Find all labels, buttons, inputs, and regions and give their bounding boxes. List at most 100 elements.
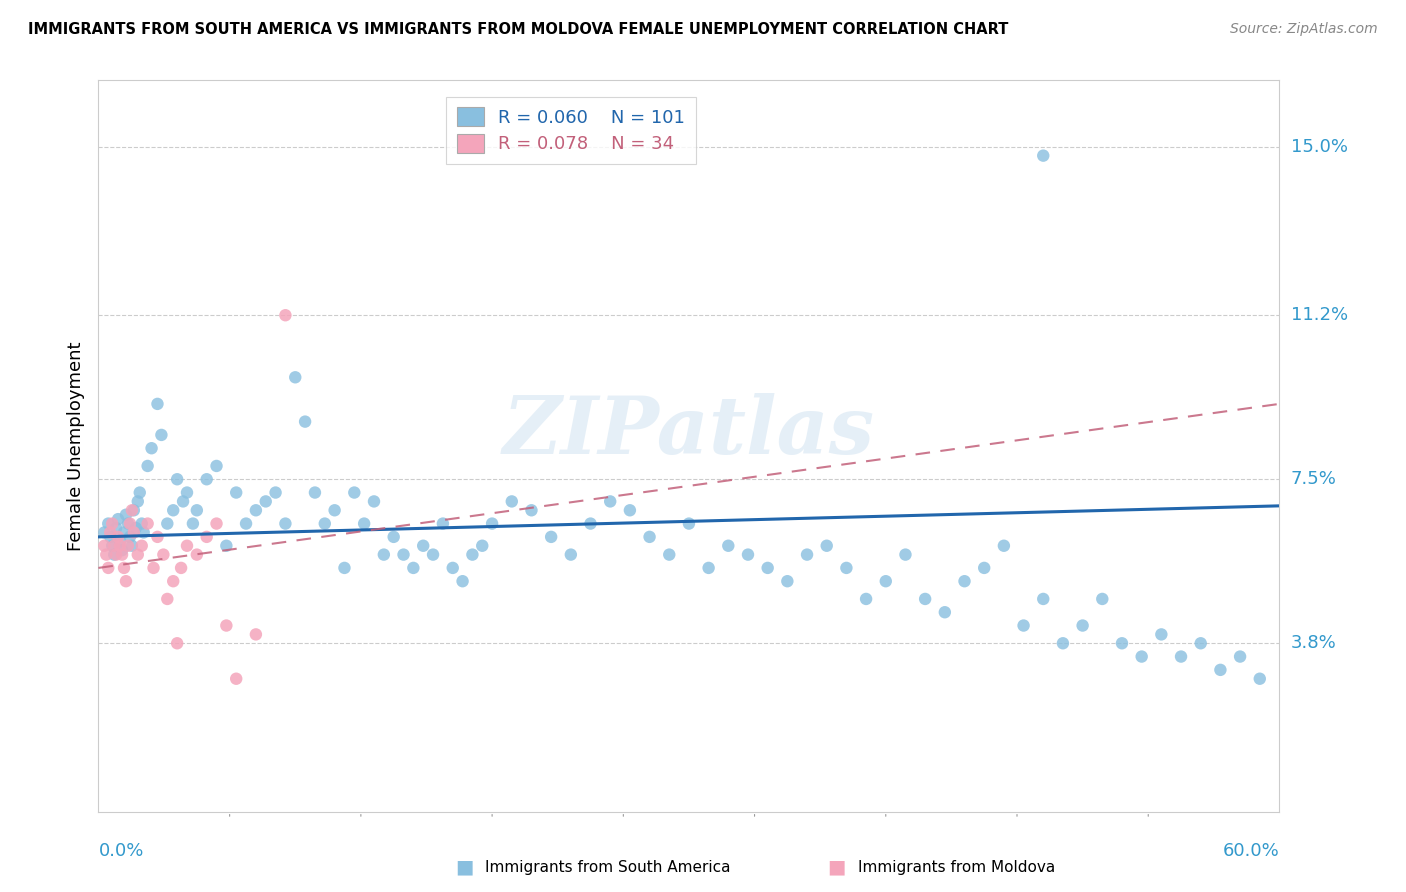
Point: [107, 512, 129, 526]
Point: [412, 539, 434, 553]
Point: [225, 485, 247, 500]
Point: [98, 525, 121, 540]
Point: [737, 548, 759, 562]
Point: [105, 548, 128, 562]
Point: [599, 494, 621, 508]
Point: [131, 516, 153, 531]
Point: [186, 548, 208, 562]
Point: [127, 548, 149, 562]
Point: [323, 503, 346, 517]
Point: [796, 548, 818, 562]
Point: [97, 516, 120, 531]
Point: [101, 539, 124, 553]
Point: [166, 472, 188, 486]
Point: [235, 516, 257, 531]
Point: [170, 561, 193, 575]
Point: [108, 539, 131, 553]
Point: [97, 561, 120, 575]
Text: 60.0%: 60.0%: [1223, 842, 1279, 860]
Point: [294, 415, 316, 429]
Point: [131, 539, 153, 553]
Point: [96, 548, 118, 562]
Point: [156, 516, 179, 531]
Point: [382, 530, 405, 544]
Point: [121, 503, 143, 517]
Point: [186, 503, 208, 517]
Point: [225, 672, 247, 686]
Point: [658, 548, 681, 562]
Point: [402, 561, 425, 575]
Point: [560, 548, 582, 562]
Point: [343, 485, 366, 500]
Point: [1111, 636, 1133, 650]
Point: [619, 503, 641, 517]
Point: [117, 516, 139, 531]
Point: [115, 574, 138, 589]
Text: Source: ZipAtlas.com: Source: ZipAtlas.com: [1230, 22, 1378, 37]
Text: 7.5%: 7.5%: [1291, 470, 1337, 488]
Text: ■: ■: [827, 857, 846, 877]
Point: [98, 530, 121, 544]
Point: [1052, 636, 1074, 650]
Point: [815, 539, 838, 553]
Point: [1209, 663, 1232, 677]
Text: 3.8%: 3.8%: [1291, 634, 1336, 652]
Point: [284, 370, 307, 384]
Point: [1032, 591, 1054, 606]
Point: [540, 530, 562, 544]
Point: [136, 458, 159, 473]
Point: [304, 485, 326, 500]
Point: [111, 548, 134, 562]
Point: [162, 503, 184, 517]
Point: [112, 525, 135, 540]
Point: [993, 539, 1015, 553]
Point: [481, 516, 503, 531]
Point: [973, 561, 995, 575]
Point: [93, 539, 115, 553]
Point: [176, 485, 198, 500]
Point: [245, 503, 267, 517]
Point: [520, 503, 543, 517]
Point: [128, 485, 150, 500]
Point: [451, 574, 474, 589]
Point: [461, 548, 484, 562]
Point: [254, 494, 277, 508]
Point: [245, 627, 267, 641]
Point: [125, 521, 148, 535]
Point: [1091, 591, 1114, 606]
Text: IMMIGRANTS FROM SOUTH AMERICA VS IMMIGRANTS FROM MOLDOVA FEMALE UNEMPLOYMENT COR: IMMIGRANTS FROM SOUTH AMERICA VS IMMIGRA…: [28, 22, 1008, 37]
Point: [215, 618, 238, 632]
Text: ZIPatlas: ZIPatlas: [503, 392, 875, 470]
Point: [122, 503, 145, 517]
Point: [697, 561, 720, 575]
Point: [274, 308, 297, 322]
Point: [1130, 649, 1153, 664]
Point: [156, 591, 179, 606]
Point: [121, 539, 143, 553]
Point: [1170, 649, 1192, 664]
Point: [101, 516, 124, 531]
Point: [638, 530, 661, 544]
Point: [103, 539, 125, 553]
Point: [195, 472, 218, 486]
Point: [195, 530, 218, 544]
Point: [172, 494, 194, 508]
Point: [678, 516, 700, 531]
Point: [176, 539, 198, 553]
Point: [333, 561, 356, 575]
Point: [373, 548, 395, 562]
Text: ■: ■: [454, 857, 474, 877]
Point: [363, 494, 385, 508]
Point: [146, 530, 169, 544]
Point: [717, 539, 740, 553]
Point: [471, 539, 494, 553]
Point: [501, 494, 523, 508]
Point: [392, 548, 415, 562]
Point: [136, 516, 159, 531]
Point: [146, 397, 169, 411]
Point: [93, 525, 115, 540]
Point: [141, 441, 163, 455]
Point: [118, 530, 141, 544]
Point: [181, 516, 204, 531]
Point: [105, 521, 128, 535]
